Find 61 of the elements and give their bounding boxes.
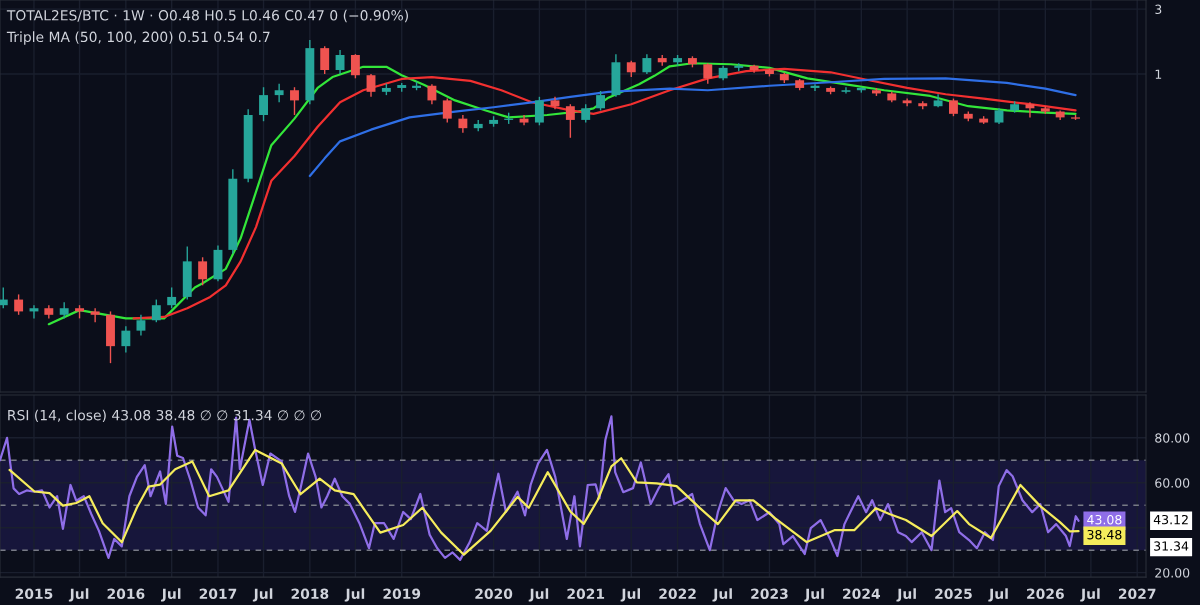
- candlestick: [596, 90, 606, 112]
- line-series: [8, 448, 1080, 556]
- candlestick: [642, 53, 652, 75]
- text: TOTAL2ES/BTC · 1W · O0.48 H0.5 L0.46 C0.47 0 (−0.90%): [6, 9, 408, 23]
- text: 31.34: [1154, 541, 1189, 551]
- candlestick: [151, 298, 161, 323]
- candlestick: [90, 307, 100, 323]
- y-tick-label: 60.00: [1155, 478, 1190, 488]
- x-tick-label: Jul: [896, 588, 916, 602]
- candlestick: [703, 62, 713, 85]
- x-tick-label: 2019: [383, 588, 421, 600]
- x-tick-label: 2025: [935, 588, 972, 600]
- candlestick: [290, 86, 299, 116]
- x-tick-label: 2015: [15, 588, 53, 600]
- x-tick-label: Jul: [344, 588, 365, 602]
- x-tick-label: 2016: [107, 588, 145, 600]
- candlestick: [274, 82, 284, 103]
- candlestick: [335, 49, 345, 75]
- x-tick-label: Jul: [68, 588, 89, 602]
- candlestick: [427, 83, 437, 105]
- candlestick: [136, 314, 146, 337]
- x-tick-label: 2027: [1118, 588, 1156, 600]
- y-tick-label: 1: [1155, 69, 1162, 79]
- x-tick-label: 2021: [567, 588, 605, 600]
- x-tick-label: Jul: [804, 588, 824, 602]
- y-tick-label: 80.00: [1155, 433, 1190, 443]
- x-tick-label: Jul: [1080, 588, 1100, 602]
- candlestick: [259, 86, 268, 122]
- candlestick: [14, 293, 24, 316]
- candlestick: [534, 96, 544, 126]
- data-label: 38.48: [1087, 529, 1122, 540]
- candlestick: [121, 325, 131, 354]
- candlestick: [565, 103, 575, 139]
- x-tick-label: Jul: [160, 588, 181, 602]
- candlestick: [442, 97, 452, 124]
- y-tick-label: 20.00: [1155, 568, 1190, 578]
- candlestick: [0, 286, 8, 309]
- candlestick: [198, 256, 208, 287]
- data-label: 43.08: [1087, 514, 1122, 525]
- candlestick: [350, 53, 360, 80]
- candlestick: [366, 73, 376, 98]
- x-tick-label: Jul: [620, 588, 641, 602]
- x-tick-label: Jul: [528, 588, 549, 602]
- x-tick-label: Jul: [712, 588, 732, 602]
- candlestick: [167, 286, 177, 309]
- x-tick-label: 2026: [1027, 588, 1064, 600]
- x-tick-label: 2018: [291, 588, 329, 600]
- x-tick-label: 2020: [475, 588, 513, 600]
- candlestick: [581, 103, 591, 124]
- x-tick-label: 2024: [843, 588, 881, 600]
- x-tick-label: Jul: [988, 588, 1008, 602]
- x-tick-label: 2017: [199, 588, 237, 600]
- x-tick-label: Jul: [252, 588, 273, 602]
- text: Triple MA (50, 100, 200) 0.51 0.54 0.7: [6, 31, 270, 45]
- y-tick-label: 3: [1155, 4, 1162, 15]
- line-series: [308, 77, 1077, 178]
- candlestick: [320, 45, 330, 75]
- x-tick-label: 2022: [659, 588, 696, 600]
- x-tick-label: 2023: [751, 588, 788, 600]
- text: 43.12: [1153, 514, 1188, 525]
- text: RSI (14, close) 43.08 38.48 ∅ ∅ 31.34 ∅ ∅ ∅: [8, 409, 322, 423]
